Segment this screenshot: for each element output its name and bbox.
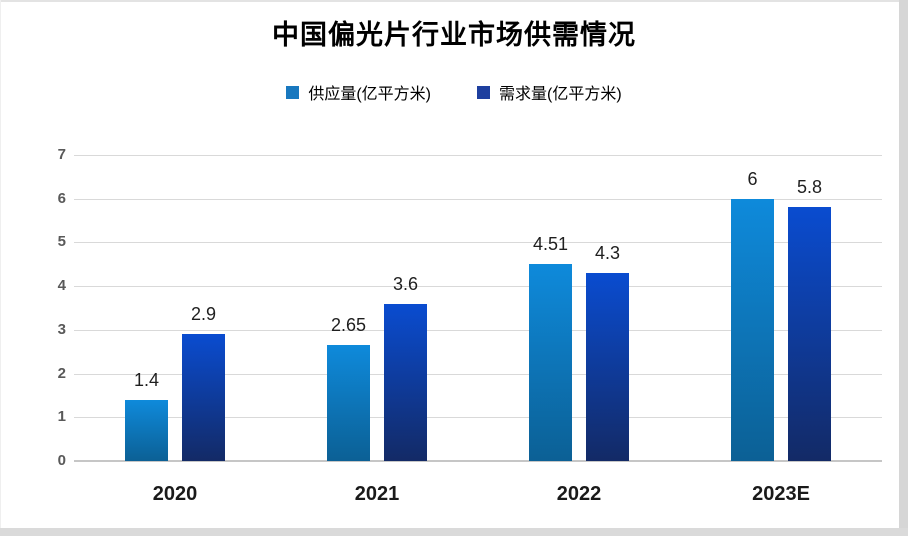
- value-label: 2.65: [330, 315, 367, 336]
- value-label: 4.51: [532, 233, 569, 254]
- legend-swatch-supply-icon: [286, 85, 300, 99]
- gridline: [74, 417, 882, 419]
- y-axis-tick-label: 5: [57, 233, 66, 251]
- legend-item-demand: 需求量(亿平方米): [477, 80, 622, 104]
- value-label: 2.9: [190, 304, 217, 325]
- window-shadow-top: [0, 0, 908, 2]
- bar-supply-2023E: [731, 198, 774, 461]
- gridline: [74, 198, 882, 200]
- x-axis-category-label: 2021: [354, 483, 400, 505]
- value-label: 4.3: [594, 243, 621, 264]
- y-axis-tick-label: 4: [57, 277, 66, 295]
- y-axis-tick-label: 0: [57, 452, 66, 469]
- bar-demand-2021: [384, 303, 427, 461]
- value-label: 5.8: [796, 177, 823, 198]
- legend: 供应量(亿平方米) 需求量(亿平方米): [0, 80, 908, 104]
- bar-supply-2022: [529, 263, 572, 461]
- gridline: [74, 155, 882, 156]
- value-label: 1.4: [133, 369, 160, 390]
- x-axis-category-label: 2023E: [752, 483, 810, 505]
- bar-demand-2022: [586, 273, 629, 461]
- bar-demand-2023E: [788, 207, 831, 461]
- x-axis-category-label: 2022: [556, 483, 602, 505]
- x-axis-category-label: 2020: [152, 483, 198, 505]
- bar-supply-2021: [327, 345, 370, 461]
- window-shadow-left: [0, 0, 1, 536]
- legend-item-supply: 供应量(亿平方米): [286, 80, 431, 104]
- legend-label-supply: 供应量(亿平方米): [308, 86, 431, 103]
- chart-title: 中国偏光片行业市场供需情况: [272, 20, 636, 50]
- x-axis-line: [74, 460, 882, 462]
- y-axis-tick-label: 7: [57, 146, 66, 163]
- window-shadow-right: [899, 0, 908, 536]
- gridline: [74, 286, 882, 288]
- bar-supply-2020: [125, 399, 168, 461]
- legend-label-demand: 需求量(亿平方米): [499, 86, 622, 103]
- bar-demand-2020: [182, 334, 225, 461]
- gridline: [74, 242, 882, 244]
- y-axis-tick-label: 3: [57, 320, 66, 338]
- y-axis-tick-label: 2: [57, 364, 66, 382]
- gridline: [74, 329, 882, 331]
- value-label: 6: [747, 168, 758, 189]
- y-axis-tick-label: 1: [57, 408, 66, 426]
- legend-swatch-demand-icon: [477, 85, 490, 99]
- value-label: 3.6: [392, 273, 419, 294]
- window-shadow-bottom: [0, 528, 908, 536]
- y-axis-tick-label: 6: [57, 189, 66, 207]
- gridline: [74, 373, 882, 375]
